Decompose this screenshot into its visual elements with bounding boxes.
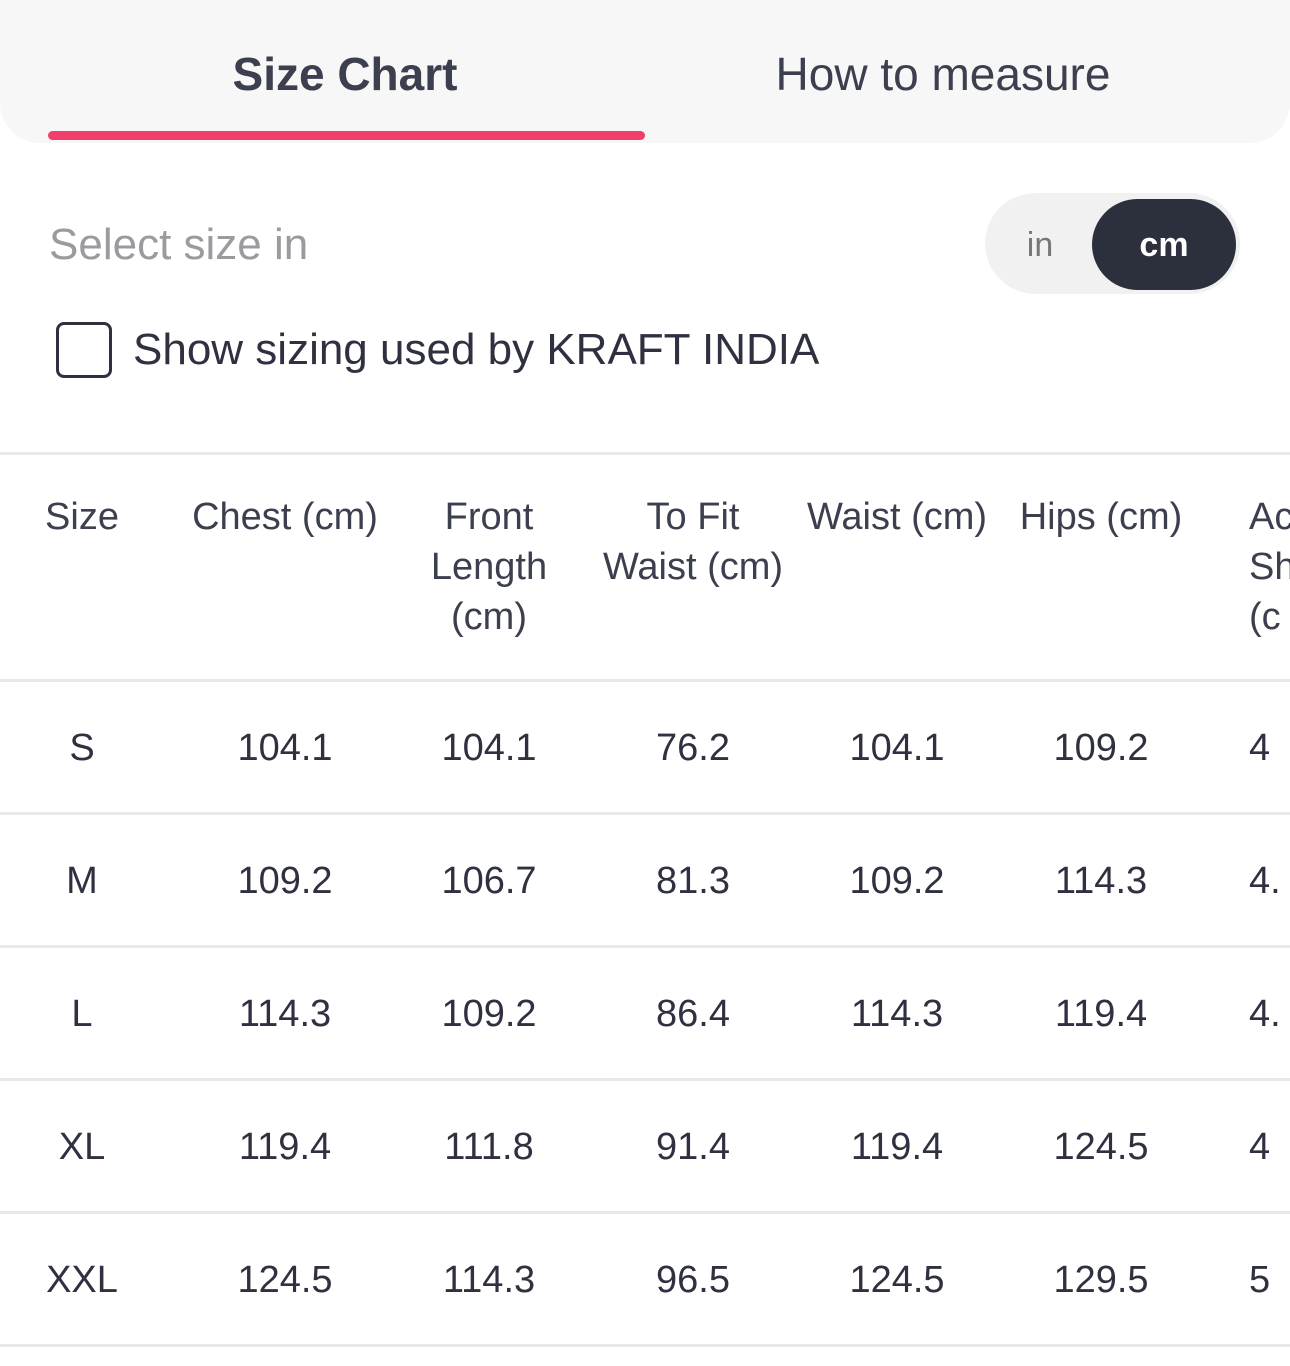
tab-bar: [0, 0, 1290, 143]
column-header: (cm): [451, 596, 527, 638]
table-cell: M: [66, 860, 98, 902]
checkbox-label[interactable]: Show sizing used by KRAFT INDIA: [133, 325, 820, 374]
column-header: To Fit: [646, 496, 740, 538]
table-cell: 86.4: [656, 993, 730, 1035]
table-cell: 119.4: [850, 1126, 944, 1168]
column-header: (c: [1249, 596, 1281, 638]
table-cell: 124.5: [849, 1259, 945, 1301]
table-cell: XL: [58, 1126, 106, 1168]
divider: [0, 1344, 1290, 1347]
table-cell: 106.7: [441, 860, 537, 902]
unit-option[interactable]: in: [1026, 226, 1054, 264]
table-cell: 4: [1249, 1126, 1271, 1168]
table-cell: 119.4: [238, 1126, 332, 1168]
table-cell: 114.3: [850, 993, 944, 1035]
column-header: Waist (cm): [602, 546, 784, 588]
table-cell: 81.3: [656, 860, 730, 902]
column-header: Front: [444, 496, 534, 538]
divider: [0, 1211, 1290, 1214]
column-header: Sho: [1249, 546, 1290, 588]
tab-indicator: [48, 131, 645, 140]
table-cell: 124.5: [1053, 1126, 1149, 1168]
table-cell: 114.3: [1054, 860, 1148, 902]
table-cell: 104.1: [237, 727, 333, 769]
table-cell: 111.8: [444, 1126, 534, 1168]
checkbox[interactable]: [56, 322, 112, 378]
table-cell: 109.2: [1053, 727, 1149, 769]
table-cell: 124.5: [237, 1259, 333, 1301]
table-cell: 114.3: [238, 993, 332, 1035]
table-cell: L: [71, 993, 93, 1035]
table-cell: 129.5: [1053, 1259, 1149, 1301]
column-header: Hips (cm): [1019, 496, 1183, 538]
column-header: Chest (cm): [192, 496, 378, 538]
table-cell: S: [69, 727, 95, 769]
table-cell: 76.2: [656, 727, 730, 769]
column-header: Size: [45, 496, 119, 538]
table-cell: 104.1: [441, 727, 537, 769]
tab[interactable]: Size Chart: [232, 48, 458, 100]
column-header: Ac: [1249, 496, 1290, 538]
table-cell: 109.2: [441, 993, 537, 1035]
divider: [0, 679, 1290, 682]
table-cell: 109.2: [237, 860, 333, 902]
table-cell: 4: [1249, 727, 1271, 769]
table-cell: 114.3: [442, 1259, 536, 1301]
table-cell: 96.5: [656, 1259, 730, 1301]
divider: [0, 452, 1290, 455]
table-cell: 119.4: [1054, 993, 1148, 1035]
table-cell: XXL: [46, 1259, 118, 1301]
column-header: Waist (cm): [806, 496, 988, 538]
divider: [0, 945, 1290, 948]
column-header: Length: [430, 546, 548, 588]
active-unit-bg: [1092, 199, 1236, 290]
tab[interactable]: How to measure: [775, 48, 1111, 100]
table-cell: 109.2: [849, 860, 945, 902]
unit-option[interactable]: cm: [1139, 226, 1189, 264]
divider: [0, 812, 1290, 815]
unit-prompt: Select size in: [49, 220, 309, 269]
table-cell: 4.: [1249, 860, 1281, 902]
table-cell: 91.4: [656, 1126, 730, 1168]
table-cell: 104.1: [849, 727, 945, 769]
table-cell: 4.: [1249, 993, 1281, 1035]
table-cell: 5: [1249, 1259, 1271, 1301]
divider: [0, 1078, 1290, 1081]
